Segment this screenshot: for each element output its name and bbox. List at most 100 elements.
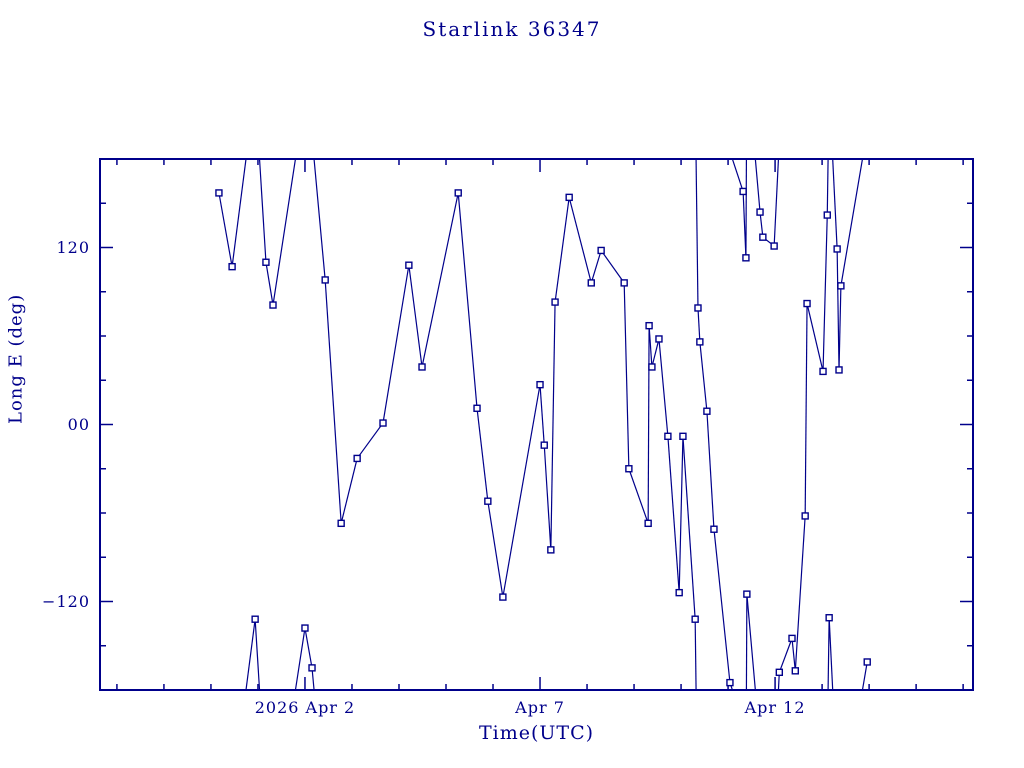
series-segment	[568, 197, 592, 284]
series-segment	[340, 458, 358, 524]
series-segment	[678, 436, 684, 593]
data-point-marker	[837, 282, 845, 290]
data-point-marker	[473, 404, 481, 412]
series-segment	[828, 617, 834, 690]
data-point-marker	[770, 242, 778, 250]
y-tick-label: −120	[42, 592, 90, 611]
series-segment	[682, 436, 696, 620]
data-point-marker	[547, 546, 555, 554]
data-point-marker	[499, 593, 507, 601]
data-point-marker	[644, 519, 652, 528]
series-segment	[421, 192, 459, 368]
series-segment	[648, 325, 653, 368]
series-segment	[457, 192, 478, 409]
data-point-marker	[301, 624, 309, 632]
series-segment	[658, 338, 669, 437]
series-segment	[806, 303, 824, 372]
x-tick-label: Apr 12	[744, 698, 806, 717]
series-segment	[408, 265, 423, 368]
y-tick-label: 00	[68, 415, 90, 434]
series-segment	[794, 515, 806, 671]
data-point-marker	[788, 634, 796, 643]
series-segment	[258, 159, 267, 263]
series-segment	[628, 468, 649, 524]
series-segment	[804, 303, 808, 516]
data-point-marker	[625, 465, 633, 473]
x-axis-title: Time(UTC)	[478, 722, 595, 744]
data-point-marker	[691, 615, 699, 623]
series-segment	[245, 619, 256, 690]
data-point-marker	[540, 441, 548, 449]
data-point-marker	[825, 614, 833, 622]
series-segment	[502, 384, 541, 598]
data-point-marker	[251, 615, 259, 623]
data-point-marker	[337, 519, 345, 528]
series-segment	[695, 159, 699, 308]
series-segment	[838, 285, 842, 370]
data-point-marker	[742, 254, 750, 262]
data-point-marker	[803, 299, 811, 308]
data-point-marker	[823, 211, 831, 219]
series-segment	[623, 282, 630, 469]
data-point-marker	[694, 304, 702, 312]
series-segment	[697, 307, 701, 342]
data-point-marker	[215, 189, 223, 197]
data-point-marker	[835, 366, 843, 374]
data-point-marker	[675, 588, 683, 597]
series-segment	[356, 422, 384, 459]
series-segment	[550, 302, 556, 550]
series-segment	[324, 279, 342, 524]
series-segment	[651, 338, 660, 368]
series-segment	[231, 159, 247, 267]
data-point-marker	[801, 512, 809, 520]
data-point-marker	[863, 658, 871, 666]
series-segment	[554, 197, 570, 303]
data-point-marker	[703, 407, 711, 415]
series-segment	[304, 627, 313, 668]
data-point-marker	[726, 678, 734, 687]
chart-title: Starlink 36347	[422, 17, 602, 41]
series-segment	[759, 212, 764, 238]
series-segment	[647, 325, 650, 524]
series-segment	[729, 682, 734, 690]
series-segment	[861, 661, 868, 690]
series-segment	[254, 619, 261, 690]
data-point-marker	[655, 335, 663, 343]
series-segment	[832, 159, 838, 250]
x-tick-label: 2026 Apr 2	[255, 698, 356, 717]
series-segment	[382, 265, 410, 424]
series-segment	[827, 617, 830, 690]
series-segment	[836, 248, 840, 370]
data-point-marker	[833, 245, 841, 253]
data-point-marker	[551, 298, 559, 306]
data-point-marker	[739, 187, 747, 196]
series-segment	[822, 215, 828, 372]
series-segment	[476, 408, 489, 502]
series-segment	[746, 594, 756, 690]
data-point-marker	[565, 193, 573, 202]
data-point-marker	[759, 233, 767, 241]
data-point-marker	[405, 261, 413, 269]
axis-box	[99, 158, 974, 691]
data-point-marker	[710, 525, 718, 533]
series-segment	[487, 501, 504, 598]
series-segment	[699, 341, 708, 412]
data-point-marker	[321, 276, 329, 284]
series-segment	[840, 159, 864, 286]
data-point-marker	[308, 664, 316, 672]
x-tick-label: Apr 7	[514, 698, 565, 717]
series-segment	[777, 672, 780, 690]
series-segment	[713, 529, 731, 683]
data-point-marker	[743, 590, 751, 598]
data-point-marker	[228, 262, 236, 271]
data-series	[215, 159, 871, 690]
data-point-marker	[353, 454, 361, 463]
data-point-marker	[664, 432, 672, 440]
data-point-marker	[484, 497, 492, 505]
series-segment	[667, 436, 680, 593]
series-segment	[218, 192, 233, 267]
data-point-marker	[648, 363, 656, 371]
series-segment	[294, 627, 306, 690]
data-point-marker	[775, 668, 784, 676]
